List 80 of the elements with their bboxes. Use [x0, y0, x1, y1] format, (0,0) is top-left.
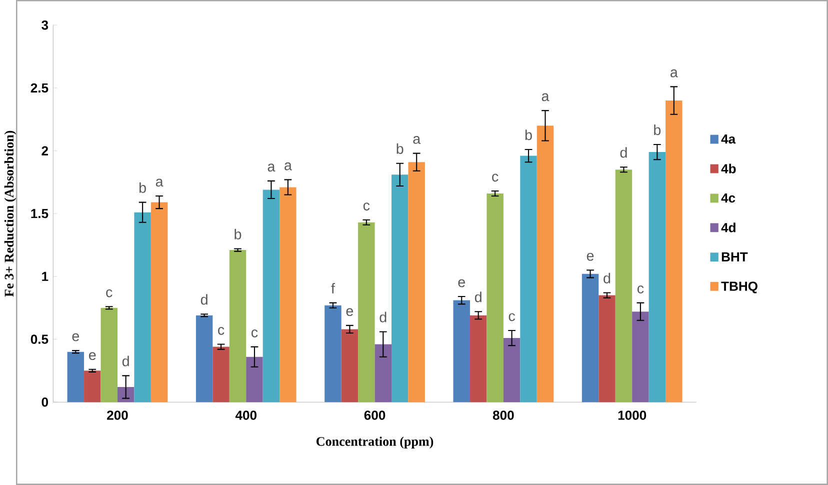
- bar: [582, 274, 599, 402]
- y-tick-label: 0.5: [30, 334, 48, 344]
- data-label: e: [346, 308, 354, 316]
- legend-label: 4b: [721, 164, 736, 174]
- data-label: d: [200, 294, 208, 305]
- x-tick-label: 600: [364, 410, 386, 420]
- data-label: d: [474, 292, 482, 302]
- bar: [212, 346, 230, 402]
- data-label: a: [542, 93, 550, 102]
- legend-label: 4a: [721, 134, 736, 144]
- bar: [134, 212, 151, 402]
- data-label: c: [218, 327, 224, 335]
- data-label: c: [252, 330, 258, 338]
- x-tick-label: 400: [235, 410, 256, 420]
- bar: [374, 344, 392, 402]
- legend-label: BHT: [722, 252, 748, 262]
- bar: [84, 370, 101, 402]
- bar: [503, 338, 520, 402]
- bar: [246, 356, 263, 402]
- bar: [486, 194, 504, 402]
- bar: [229, 250, 246, 402]
- bar: [615, 170, 632, 402]
- data-label: d: [122, 356, 129, 366]
- bar: [324, 305, 342, 402]
- bar: [520, 156, 537, 402]
- data-label: b: [654, 124, 661, 136]
- bar: [196, 315, 213, 402]
- bar: [280, 187, 296, 402]
- y-tick-label: 1.5: [31, 209, 48, 218]
- data-label: a: [670, 69, 678, 78]
- legend-label: 4d: [721, 222, 736, 232]
- data-label: c: [508, 313, 516, 322]
- data-label: c: [363, 202, 370, 210]
- y-tick-label: 2: [42, 146, 48, 156]
- bar: [67, 352, 84, 402]
- data-label: c: [106, 289, 112, 298]
- bar: [632, 312, 649, 402]
- bar: [100, 308, 118, 402]
- data-label: e: [89, 352, 96, 360]
- data-label: e: [586, 252, 594, 261]
- y-tick-label: 3: [42, 20, 48, 30]
- bar: [470, 315, 487, 402]
- bar: [598, 295, 616, 402]
- x-axis-title: Concentration (ppm): [316, 436, 434, 448]
- bar: [666, 100, 682, 402]
- x-tick-label: 200: [107, 410, 128, 420]
- bar: [392, 174, 408, 402]
- y-tick-label: 2.5: [30, 83, 48, 93]
- y-tick-label: 1: [42, 272, 48, 281]
- x-tick-label: 800: [492, 410, 514, 420]
- data-label: b: [525, 130, 532, 140]
- data-label: a: [268, 164, 276, 172]
- data-label: a: [156, 178, 164, 187]
- y-axis-title: Fe 3+ Reduction (Absorbtion): [4, 130, 16, 297]
- data-label: d: [620, 147, 627, 158]
- data-label: a: [413, 136, 421, 144]
- data-label: e: [458, 279, 465, 288]
- bar: [648, 152, 666, 402]
- x-tick-label: 1000: [618, 410, 646, 420]
- data-label: b: [139, 182, 146, 193]
- data-label: d: [380, 312, 386, 322]
- data-label: c: [492, 174, 498, 182]
- data-label: f: [331, 283, 335, 294]
- data-label: e: [72, 333, 80, 342]
- bar: [453, 300, 470, 402]
- bar: [262, 190, 280, 402]
- bar: [341, 329, 358, 402]
- legend-label: 4c: [721, 193, 736, 203]
- data-label: a: [284, 162, 292, 170]
- bar: [150, 202, 168, 402]
- data-label: d: [604, 272, 610, 284]
- bar: [358, 222, 375, 402]
- legend-label: TBHQ: [721, 282, 758, 294]
- bar: [536, 126, 554, 402]
- bar: [117, 387, 134, 402]
- data-label: b: [396, 143, 404, 154]
- data-label: c: [637, 286, 644, 294]
- data-label: b: [234, 228, 242, 240]
- y-tick-label: 0: [42, 397, 48, 407]
- bar: [408, 162, 425, 402]
